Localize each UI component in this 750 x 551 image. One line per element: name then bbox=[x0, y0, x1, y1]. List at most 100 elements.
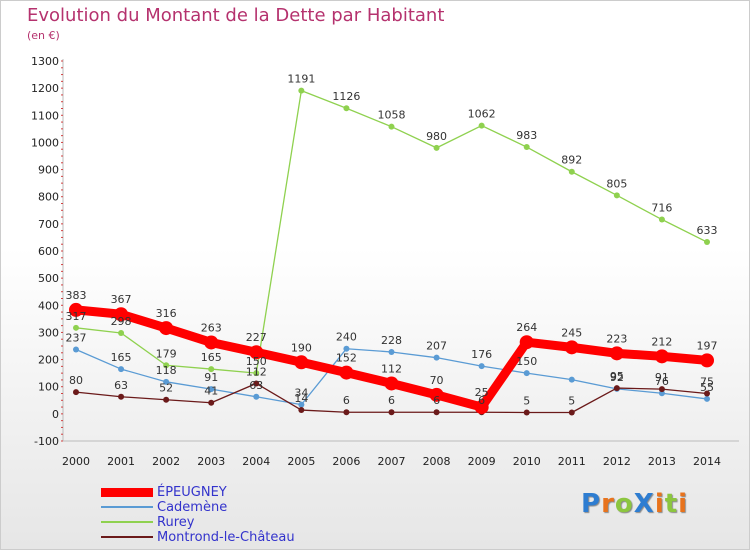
x-tick-label: 2009 bbox=[468, 455, 496, 468]
x-tick-label: 2014 bbox=[693, 455, 721, 468]
data-label: 983 bbox=[516, 129, 537, 142]
data-label: 245 bbox=[561, 326, 582, 339]
data-label: 80 bbox=[69, 374, 83, 387]
data-point-3 bbox=[568, 409, 575, 416]
data-label: 5 bbox=[568, 395, 575, 408]
legend-label: Rurey bbox=[157, 515, 195, 530]
x-tick-label: 2008 bbox=[423, 455, 451, 468]
data-point-1 bbox=[568, 376, 575, 383]
data-point-2 bbox=[388, 123, 395, 130]
x-tick-label: 2013 bbox=[648, 455, 676, 468]
y-tick-label: 700 bbox=[38, 218, 59, 231]
data-point-0 bbox=[159, 321, 174, 336]
data-label: 70 bbox=[430, 374, 444, 387]
data-point-2 bbox=[523, 144, 530, 151]
data-label: 63 bbox=[249, 379, 263, 392]
data-point-2 bbox=[613, 192, 620, 199]
data-label: 1062 bbox=[468, 108, 496, 121]
chart-title: Evolution du Montant de la Dette par Hab… bbox=[27, 5, 445, 26]
data-point-3 bbox=[208, 399, 215, 406]
data-label: 76 bbox=[655, 375, 669, 388]
data-point-2 bbox=[118, 329, 125, 336]
data-point-3 bbox=[298, 407, 305, 414]
data-point-1 bbox=[208, 386, 215, 393]
data-point-1 bbox=[343, 345, 350, 352]
legend-swatch bbox=[101, 536, 153, 538]
y-tick-label: 400 bbox=[38, 299, 59, 312]
data-label: 633 bbox=[697, 224, 718, 237]
data-point-1 bbox=[478, 363, 485, 370]
data-point-1 bbox=[523, 370, 530, 377]
data-point-1 bbox=[253, 393, 260, 400]
data-point-0 bbox=[339, 365, 354, 380]
y-tick-label: 900 bbox=[38, 164, 59, 177]
data-point-1 bbox=[118, 366, 125, 373]
data-label: 892 bbox=[561, 154, 582, 167]
data-label: 805 bbox=[606, 177, 627, 190]
data-label: 6 bbox=[433, 394, 440, 407]
data-point-0 bbox=[114, 307, 129, 322]
legend-label: ÉPEUGNEY bbox=[157, 485, 227, 500]
data-point-0 bbox=[249, 345, 264, 360]
data-point-3 bbox=[523, 409, 530, 416]
data-label: 25 bbox=[475, 386, 489, 399]
x-tick-label: 2001 bbox=[107, 455, 135, 468]
data-label: 92 bbox=[610, 371, 624, 384]
data-label: 118 bbox=[156, 364, 177, 377]
data-label: 14 bbox=[294, 392, 308, 405]
data-label: 112 bbox=[246, 365, 267, 378]
data-label: 165 bbox=[201, 351, 222, 364]
data-point-3 bbox=[73, 389, 79, 396]
x-tick-label: 2003 bbox=[197, 455, 225, 468]
data-label: 228 bbox=[381, 334, 402, 347]
data-label: 197 bbox=[697, 339, 718, 352]
y-tick-label: 1200 bbox=[31, 82, 59, 95]
data-point-0 bbox=[69, 302, 83, 317]
data-label: 1126 bbox=[332, 90, 360, 103]
legend-swatch bbox=[101, 506, 153, 508]
data-label: 63 bbox=[114, 379, 128, 392]
data-point-0 bbox=[204, 335, 219, 350]
data-label: 6 bbox=[388, 394, 395, 407]
data-point-1 bbox=[433, 354, 440, 361]
data-label: 5 bbox=[523, 395, 530, 408]
x-tick-label: 2011 bbox=[558, 455, 586, 468]
legend-swatch bbox=[101, 488, 153, 497]
x-tick-label: 2005 bbox=[287, 455, 315, 468]
y-tick-label: 200 bbox=[38, 354, 59, 367]
data-point-2 bbox=[253, 370, 260, 377]
y-tick-label: 800 bbox=[38, 191, 59, 204]
data-point-0 bbox=[609, 346, 624, 361]
y-tick-label: 1100 bbox=[31, 109, 59, 122]
x-tick-label: 2000 bbox=[62, 455, 90, 468]
proxiti-logo: ProXiti bbox=[581, 489, 689, 519]
data-label: 227 bbox=[246, 331, 267, 344]
data-label: 179 bbox=[156, 347, 177, 360]
data-label: 176 bbox=[471, 348, 492, 361]
data-label: 152 bbox=[336, 352, 357, 365]
data-label: 264 bbox=[516, 321, 537, 334]
data-point-0 bbox=[474, 400, 489, 415]
data-label: 165 bbox=[111, 351, 132, 364]
legend-label: Montrond-le-Château bbox=[157, 530, 295, 545]
data-point-2 bbox=[298, 87, 305, 94]
y-tick-label: 100 bbox=[38, 381, 59, 394]
x-tick-label: 2012 bbox=[603, 455, 631, 468]
data-label: 1058 bbox=[378, 109, 406, 122]
data-label: 34 bbox=[294, 387, 308, 400]
y-tick-label: 1300 bbox=[31, 55, 59, 68]
data-label: 223 bbox=[606, 332, 627, 345]
data-point-3 bbox=[118, 393, 125, 400]
data-label: 980 bbox=[426, 130, 447, 143]
data-point-0 bbox=[700, 353, 714, 368]
data-label: 237 bbox=[66, 332, 87, 345]
data-label: 150 bbox=[246, 355, 267, 368]
data-label: 298 bbox=[111, 315, 132, 328]
x-tick-label: 2006 bbox=[332, 455, 360, 468]
data-label: 91 bbox=[204, 371, 218, 384]
data-label: 316 bbox=[156, 307, 177, 320]
data-point-3 bbox=[253, 380, 260, 387]
x-tick-label: 2004 bbox=[242, 455, 270, 468]
data-point-1 bbox=[298, 401, 305, 408]
